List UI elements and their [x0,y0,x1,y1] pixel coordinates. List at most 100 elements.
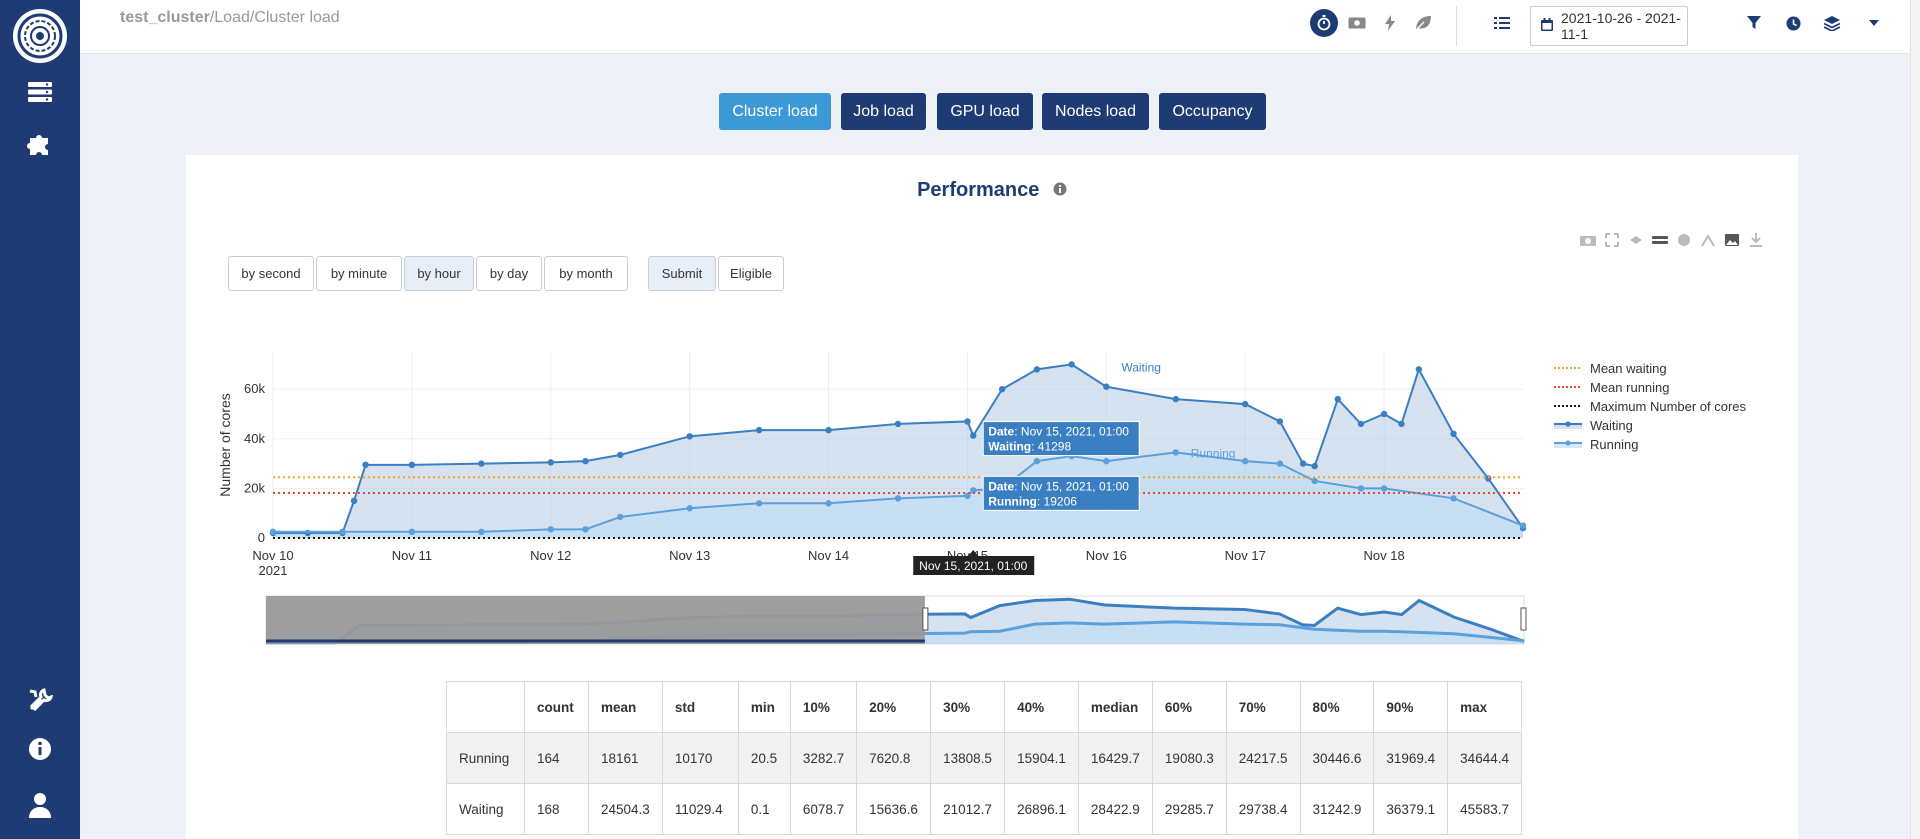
data-point[interactable] [1311,477,1318,485]
puzzle-icon[interactable] [24,127,56,159]
user-icon[interactable] [24,789,56,821]
data-point[interactable] [547,526,554,533]
data-point[interactable] [964,418,971,425]
data-point[interactable] [408,528,416,535]
data-point[interactable] [408,461,416,469]
page-scrollbar[interactable] [1910,0,1920,839]
data-point[interactable] [1033,457,1041,465]
tab-job-load[interactable]: Job load [841,93,926,130]
tab-occupancy[interactable]: Occupancy [1159,93,1266,130]
box-select-icon[interactable] [1651,232,1669,248]
data-point[interactable] [1450,430,1457,438]
servers-icon[interactable] [24,76,56,108]
data-point[interactable] [617,513,624,521]
list-icon[interactable] [1488,9,1516,37]
data-point[interactable] [1450,495,1457,502]
data-point[interactable] [1334,395,1342,403]
data-point[interactable] [755,426,763,434]
hover-info-icon[interactable] [1675,232,1693,248]
info-icon[interactable] [1053,179,1067,202]
data-point[interactable] [686,505,693,512]
legend-item-running[interactable]: Running [1554,436,1638,452]
data-point[interactable] [894,420,902,428]
info-icon[interactable] [24,733,56,765]
clock-icon[interactable] [1779,9,1807,37]
by-day-button[interactable]: by day [476,256,542,291]
data-point[interactable] [1357,420,1365,428]
data-point[interactable] [1380,410,1388,418]
filter-icon[interactable] [1740,9,1768,37]
data-point[interactable] [1103,383,1110,390]
data-point[interactable] [1380,485,1388,492]
data-point[interactable] [1033,366,1041,373]
eligible-button[interactable]: Eligible [718,256,784,291]
data-point[interactable] [964,492,971,500]
data-point[interactable] [1242,457,1249,465]
tab-gpu-load[interactable]: GPU load [937,93,1033,130]
legend-item-mean-running[interactable]: Mean running [1554,379,1670,395]
breadcrumb-cluster[interactable]: test_cluster [120,9,210,26]
stopwatch-icon[interactable] [1310,9,1338,37]
data-point[interactable] [825,426,832,434]
legend-item-waiting[interactable]: Waiting [1554,417,1633,433]
data-point[interactable] [1398,420,1405,428]
spike-lines-icon[interactable] [1699,232,1717,248]
submit-button[interactable]: Submit [648,256,716,291]
by-second-button[interactable]: by second [228,256,314,291]
data-point[interactable] [478,460,485,467]
data-point[interactable] [894,495,902,502]
data-point[interactable] [362,461,369,469]
logo-icon[interactable] [13,9,67,63]
data-point[interactable] [1299,460,1307,467]
by-month-button[interactable]: by month [544,256,628,291]
data-point[interactable] [339,528,346,535]
by-hour-button[interactable]: by hour [404,256,474,291]
data-point[interactable] [269,528,277,535]
caret-down-icon[interactable] [1860,9,1888,37]
range-handle-right[interactable] [1520,607,1527,631]
data-point[interactable] [1242,400,1249,408]
money-icon[interactable] [1343,9,1371,37]
data-point[interactable] [1519,522,1527,529]
tab-nodes-load[interactable]: Nodes load [1042,93,1149,130]
legend-item-mean-waiting[interactable]: Mean waiting [1554,360,1667,376]
date-range-picker[interactable]: 2021-10-26 - 2021-11-1 [1530,6,1688,46]
tab-cluster-load[interactable]: Cluster load [719,93,831,130]
data-point[interactable] [1311,462,1318,470]
data-point[interactable] [547,459,554,466]
data-point[interactable] [1415,366,1423,373]
data-point[interactable] [1276,418,1284,425]
data-point[interactable] [478,528,485,535]
bolt-icon[interactable] [1376,9,1404,37]
data-point[interactable] [350,497,358,504]
data-point[interactable] [686,433,693,440]
download-icon[interactable] [1747,232,1765,248]
data-point[interactable] [1068,361,1075,368]
table-cell: 29738.4 [1225,783,1301,835]
data-point[interactable] [617,451,624,459]
image-icon[interactable] [1723,232,1741,248]
breadcrumb-path[interactable]: /Load/Cluster load [209,9,340,26]
data-point[interactable] [1103,457,1110,465]
data-point[interactable] [582,457,589,465]
zoom-icon[interactable] [1603,232,1621,248]
by-minute-button[interactable]: by minute [316,256,402,291]
layers-icon[interactable] [1818,9,1846,37]
data-point[interactable] [1172,449,1179,456]
camera-icon[interactable] [1579,232,1597,248]
data-point[interactable] [1172,395,1179,403]
legend-item-max-cores[interactable]: Maximum Number of cores [1554,398,1747,414]
data-point[interactable] [1276,460,1284,467]
data-point[interactable] [825,500,832,507]
table-cell: 3282.7 [789,732,858,784]
range-handle-left[interactable] [922,607,929,631]
tools-icon[interactable] [24,684,56,716]
data-point[interactable] [1357,485,1365,492]
data-point[interactable] [582,526,589,533]
data-point[interactable] [755,500,763,507]
leaf-icon[interactable] [1409,9,1437,37]
pan-icon[interactable] [1627,232,1645,248]
data-point[interactable] [970,432,977,439]
data-point[interactable] [998,386,1006,393]
